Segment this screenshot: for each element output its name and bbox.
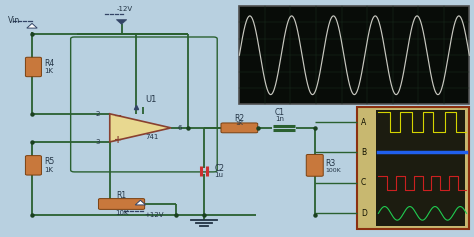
- Polygon shape: [110, 114, 171, 142]
- Text: Vin: Vin: [8, 16, 20, 25]
- Bar: [376, 109, 465, 226]
- Text: 3: 3: [96, 139, 100, 145]
- Text: 6: 6: [177, 125, 182, 131]
- Text: C2: C2: [214, 164, 224, 173]
- FancyBboxPatch shape: [26, 57, 41, 77]
- Text: 100K: 100K: [325, 168, 341, 173]
- FancyBboxPatch shape: [26, 156, 41, 175]
- Text: 1K: 1K: [236, 121, 243, 126]
- Text: -12V: -12V: [117, 6, 133, 12]
- Text: 1K: 1K: [44, 68, 53, 74]
- Text: D: D: [361, 209, 367, 218]
- FancyBboxPatch shape: [99, 199, 145, 209]
- Text: +12V: +12V: [144, 212, 164, 218]
- Polygon shape: [135, 200, 146, 205]
- Bar: [239, 6, 469, 105]
- Text: −: −: [114, 111, 122, 121]
- Text: U1: U1: [145, 95, 156, 104]
- Text: R4: R4: [44, 59, 54, 68]
- Text: 2: 2: [96, 111, 100, 117]
- Text: B: B: [361, 148, 366, 157]
- Text: 10K: 10K: [115, 210, 128, 216]
- Text: R2: R2: [234, 114, 245, 123]
- Text: +: +: [114, 135, 122, 145]
- Text: C: C: [361, 178, 366, 187]
- FancyBboxPatch shape: [221, 123, 258, 133]
- Text: A: A: [361, 118, 366, 127]
- Text: 1u: 1u: [214, 172, 223, 178]
- Text: 1K: 1K: [44, 167, 53, 173]
- Text: C1: C1: [274, 108, 284, 117]
- Polygon shape: [27, 23, 37, 28]
- Bar: [357, 107, 469, 228]
- Text: 1n: 1n: [275, 116, 284, 122]
- Polygon shape: [117, 20, 127, 24]
- Text: R5: R5: [44, 157, 54, 166]
- Text: 741: 741: [146, 134, 159, 140]
- FancyBboxPatch shape: [306, 155, 323, 176]
- Text: R3: R3: [325, 159, 336, 168]
- Text: R1: R1: [117, 191, 127, 200]
